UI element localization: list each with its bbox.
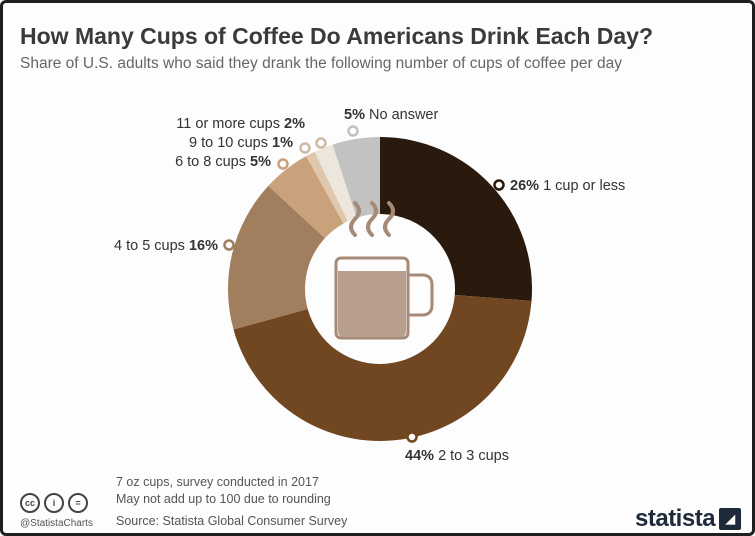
slice-label: 5% No answer — [344, 107, 438, 123]
slice-label: 9 to 10 cups 1% — [189, 135, 293, 151]
brand-name: statista — [635, 505, 716, 532]
twitter-handle: @StatistaCharts — [20, 518, 93, 529]
donut-slice-2-to-3-cups — [233, 294, 532, 441]
donut-slice-11-or-more-cups — [314, 144, 357, 222]
label-marker-dot — [223, 239, 235, 251]
footnotes: 7 oz cups, survey conducted in 2017 May … — [116, 474, 331, 508]
slice-label: 26% 1 cup or less — [510, 178, 625, 194]
donut-slice-9-to-10-cups — [306, 151, 348, 224]
label-marker-dot — [493, 179, 505, 191]
note-cup-size: 7 oz cups, survey conducted in 2017 — [116, 475, 319, 489]
donut-chart: 26% 1 cup or less 44% 2 to 3 cups 4 to 5 c… — [114, 107, 625, 464]
attribution-icon: i — [44, 493, 64, 513]
chart-title: How Many Cups of Coffee Do Americans Dri… — [20, 23, 654, 49]
statista-logo: statista ◢ — [635, 505, 742, 533]
label-marker-dot — [315, 137, 327, 149]
license-icons: cc i = — [20, 493, 88, 513]
creative-commons-icon: cc — [20, 493, 40, 513]
label-marker-dot — [406, 431, 418, 443]
label-marker-dot — [277, 158, 289, 170]
no-derivatives-icon: = — [68, 493, 88, 513]
slice-label: 11 or more cups 2% — [176, 116, 305, 132]
donut-slice-6-to-8-cups — [268, 156, 344, 239]
chart-subtitle: Share of U.S. adults who said they drank… — [20, 55, 622, 72]
donut-slice-1-cup-or-less — [380, 137, 532, 302]
slice-label: 6 to 8 cups 5% — [175, 154, 271, 170]
slice-label: 44% 2 to 3 cups — [405, 448, 509, 464]
source-text: Source: Statista Global Consumer Survey — [116, 514, 348, 528]
statista-logo-icon: ◢ — [719, 508, 742, 530]
label-marker-dot — [347, 125, 359, 137]
coffee-mug-icon — [334, 201, 434, 340]
label-marker-dot — [299, 142, 311, 154]
donut-slice-4-to-5-cups — [228, 185, 325, 330]
donut-slice-no-answer — [332, 137, 380, 218]
note-rounding: May not add up to 100 due to rounding — [116, 492, 331, 506]
slice-label: 4 to 5 cups 16% — [114, 238, 218, 254]
